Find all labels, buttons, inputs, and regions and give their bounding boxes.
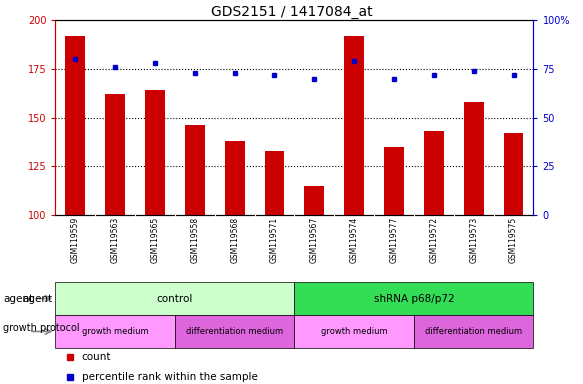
Bar bbox=[105, 94, 125, 215]
Bar bbox=[185, 125, 205, 215]
Text: growth medium: growth medium bbox=[82, 327, 149, 336]
Bar bbox=[175, 315, 294, 348]
Bar bbox=[55, 315, 175, 348]
Text: GSM119574: GSM119574 bbox=[350, 217, 359, 263]
Bar bbox=[294, 282, 533, 315]
Text: GSM119571: GSM119571 bbox=[270, 217, 279, 263]
Text: GSM119567: GSM119567 bbox=[310, 217, 319, 263]
Text: growth protocol: growth protocol bbox=[3, 323, 79, 333]
Bar bbox=[265, 151, 285, 215]
Text: GSM119563: GSM119563 bbox=[111, 217, 120, 263]
Bar bbox=[504, 133, 524, 215]
Bar bbox=[224, 141, 245, 215]
Text: control: control bbox=[157, 293, 193, 303]
Text: differentiation medium: differentiation medium bbox=[425, 327, 522, 336]
Text: GSM119572: GSM119572 bbox=[429, 217, 438, 263]
Text: GDS2151 / 1417084_at: GDS2151 / 1417084_at bbox=[210, 5, 373, 19]
Text: GSM119559: GSM119559 bbox=[71, 217, 80, 263]
Text: GSM119565: GSM119565 bbox=[150, 217, 160, 263]
Text: growth medium: growth medium bbox=[321, 327, 388, 336]
Text: count: count bbox=[82, 352, 111, 362]
Text: GSM119575: GSM119575 bbox=[509, 217, 518, 263]
Bar bbox=[55, 282, 294, 315]
Text: shRNA p68/p72: shRNA p68/p72 bbox=[374, 293, 454, 303]
Text: differentiation medium: differentiation medium bbox=[186, 327, 283, 336]
Bar bbox=[463, 102, 484, 215]
Bar bbox=[65, 36, 85, 215]
Text: agent: agent bbox=[3, 293, 33, 303]
Bar bbox=[414, 315, 533, 348]
Text: percentile rank within the sample: percentile rank within the sample bbox=[82, 372, 258, 382]
Bar bbox=[294, 315, 414, 348]
Bar bbox=[344, 36, 364, 215]
Text: GSM119577: GSM119577 bbox=[389, 217, 399, 263]
Bar bbox=[145, 90, 165, 215]
Text: GSM119573: GSM119573 bbox=[469, 217, 478, 263]
Bar bbox=[384, 147, 404, 215]
Text: agent: agent bbox=[22, 293, 52, 303]
Bar bbox=[424, 131, 444, 215]
Bar bbox=[304, 186, 324, 215]
Text: GSM119568: GSM119568 bbox=[230, 217, 239, 263]
Text: GSM119558: GSM119558 bbox=[190, 217, 199, 263]
